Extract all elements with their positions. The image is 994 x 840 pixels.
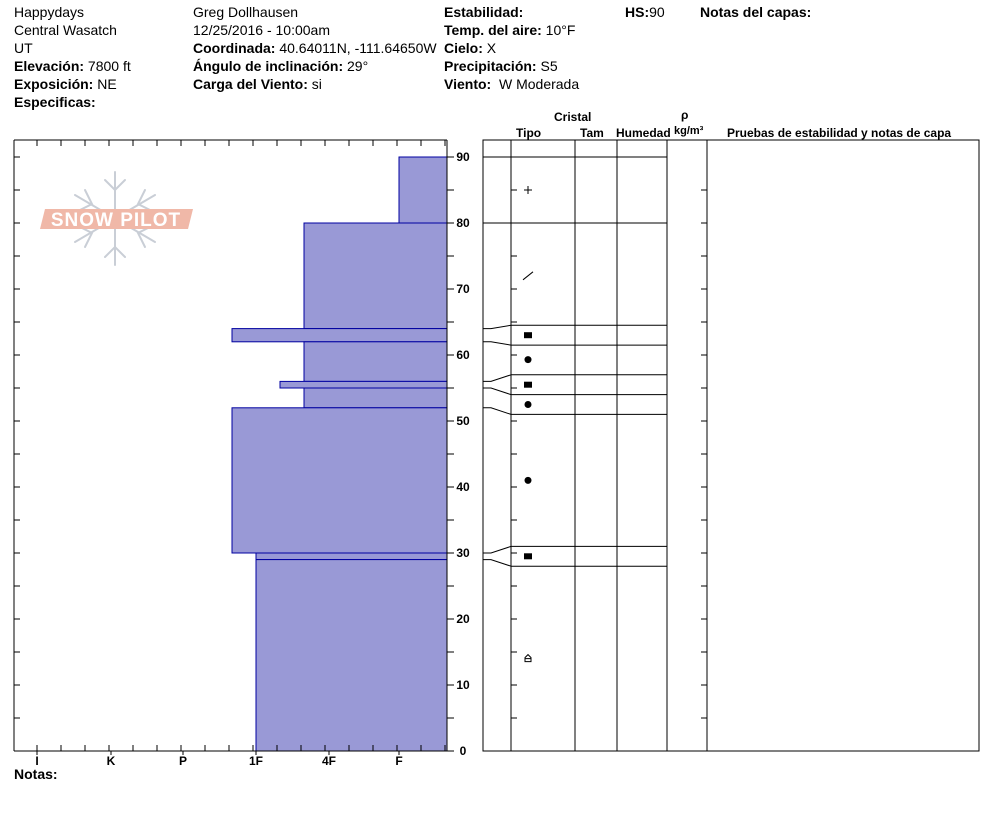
stability-label: Estabilidad: xyxy=(444,4,524,20)
sky: Cielo: X xyxy=(444,39,496,57)
range: Central Wasatch xyxy=(14,22,117,38)
hardness-label-p: P xyxy=(179,754,187,768)
elevation-value: 7800 ft xyxy=(87,58,131,74)
crystal-symbol-1 xyxy=(522,271,534,281)
crystal-symbol-7 xyxy=(524,553,532,560)
layer-connector-3 xyxy=(483,341,512,346)
hardness-label-i: I xyxy=(35,754,38,768)
depth-label-60: 60 xyxy=(456,348,470,362)
air-temp: Temp. del aire: 10°F xyxy=(444,21,575,39)
wind-label: Viento: xyxy=(444,76,492,92)
hardness-bar-1 xyxy=(303,222,448,330)
crystal-symbol-0 xyxy=(524,186,532,194)
depth-label-90: 90 xyxy=(456,150,470,164)
hardness-bar-0 xyxy=(398,156,448,224)
location: Happydays xyxy=(14,4,85,20)
type-header: Tipo xyxy=(516,126,542,140)
depth-label-50: 50 xyxy=(456,414,470,428)
hardness-bar-6 xyxy=(231,407,448,554)
rho-header: ρ xyxy=(681,108,689,122)
hardness-bar-2 xyxy=(231,328,448,343)
wind: Viento: W Moderada xyxy=(444,75,579,93)
coord-value: 40.64011N, -111.64650W xyxy=(279,40,437,56)
hardness-bar-7 xyxy=(255,552,448,561)
hardness-label-1f: 1F xyxy=(249,754,263,768)
elevation-label: Elevación: xyxy=(14,58,85,74)
layer-table-frame xyxy=(482,139,980,752)
sky-value: X xyxy=(486,40,497,56)
layer-connector-4 xyxy=(483,374,512,382)
wind-load: Carga del Viento: si xyxy=(193,75,322,93)
hardness-label-4f: 4F xyxy=(322,754,336,768)
airtemp-label: Temp. del aire: xyxy=(444,22,542,38)
datetime: 12/25/2016 - 10:00am xyxy=(193,22,330,38)
crystal-symbol-2 xyxy=(524,332,532,339)
aspect-label: Exposición: xyxy=(14,76,94,92)
crystal-symbol-6 xyxy=(524,476,532,484)
layer-connector-5 xyxy=(483,387,512,396)
snow-height: HS:90 xyxy=(625,3,665,21)
logo-text: SNOW PILOT xyxy=(51,210,181,231)
slope-angle: Ángulo de inclinación: 29° xyxy=(193,57,368,75)
hardness-bar-3 xyxy=(303,341,448,382)
crystal-symbol-8 xyxy=(524,653,532,663)
coordinates: Coordinada: 40.64011N, -111.64650W xyxy=(193,39,437,57)
observer: Greg Dollhausen xyxy=(193,4,299,20)
layer-connector-8 xyxy=(483,559,512,567)
state: UT xyxy=(14,40,33,56)
layer-connector-6 xyxy=(483,407,512,415)
tests-header: Pruebas de estabilidad y notas de capa xyxy=(727,126,952,140)
airtemp-value: 10°F xyxy=(545,22,576,38)
hardness-bar-4 xyxy=(279,380,448,389)
precipitation: Precipitación: S5 xyxy=(444,57,558,75)
snow-pilot-logo: SNOW PILOT xyxy=(40,171,193,266)
layer-notes-label: Notas del capas: xyxy=(700,4,812,20)
crystal-symbol-3 xyxy=(524,356,532,364)
humidity-header: Humedad xyxy=(616,126,671,140)
layer-connector-2 xyxy=(483,324,512,330)
layer-connector-7 xyxy=(483,545,512,554)
crystal-symbol-5 xyxy=(524,401,532,408)
windload-value: si xyxy=(311,76,322,92)
elevation: Elevación: 7800 ft xyxy=(14,57,131,75)
specifics-label: Especificas: xyxy=(14,94,96,110)
windload-label: Carga del Viento: xyxy=(193,76,308,92)
depth-label-0: 0 xyxy=(460,744,467,758)
slope-label: Ángulo de inclinación: xyxy=(193,58,344,74)
crystal-symbol-4 xyxy=(524,381,532,388)
depth-label-20: 20 xyxy=(456,612,470,626)
hardness-label-k: K xyxy=(107,754,116,768)
coord-label: Coordinada: xyxy=(193,40,276,56)
precip-value: S5 xyxy=(540,58,558,74)
depth-label-80: 80 xyxy=(456,216,470,230)
aspect-value: NE xyxy=(97,76,117,92)
size-header: Tam xyxy=(580,126,604,140)
aspect: Exposición: NE xyxy=(14,75,117,93)
hardness-bar-5 xyxy=(303,387,448,409)
depth-label-70: 70 xyxy=(456,282,470,296)
wind-value: W Moderada xyxy=(498,76,580,92)
sky-label: Cielo: xyxy=(444,40,483,56)
hs-label: HS: xyxy=(625,4,650,20)
precip-label: Precipitación: xyxy=(444,58,537,74)
slope-value: 29° xyxy=(347,58,369,74)
density-unit-header: kg/m³ xyxy=(674,125,704,137)
depth-label-30: 30 xyxy=(456,546,470,560)
depth-label-10: 10 xyxy=(456,678,470,692)
hs-value: 90 xyxy=(649,4,665,20)
depth-label-40: 40 xyxy=(456,480,470,494)
notes-label: Notas: xyxy=(14,766,58,782)
hardness-label-f: F xyxy=(395,754,402,768)
hardness-bar-8 xyxy=(255,559,448,752)
crystal-header: Cristal xyxy=(554,110,592,124)
